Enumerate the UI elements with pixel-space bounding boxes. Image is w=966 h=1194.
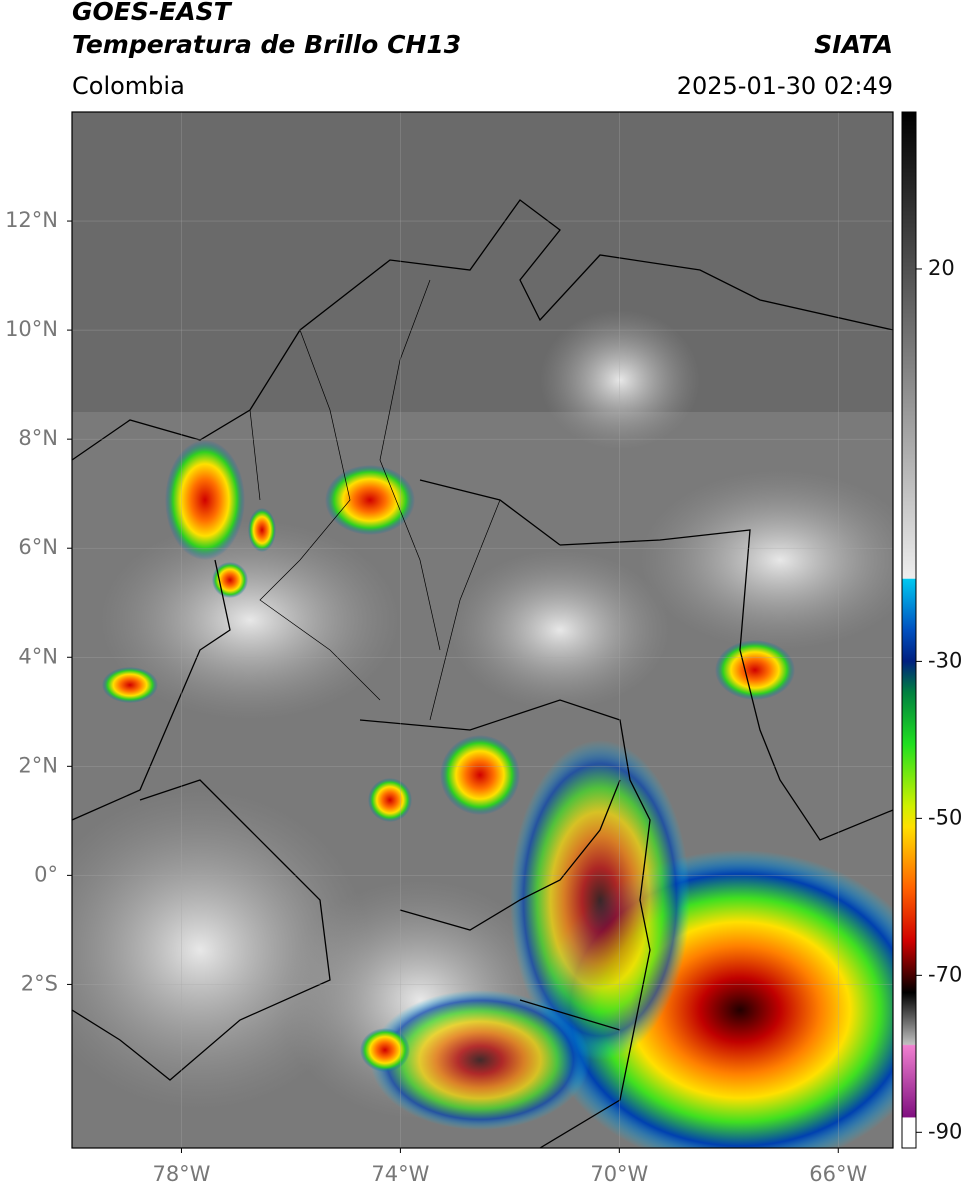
colorbar-tick-label: -90 (928, 1119, 962, 1143)
colorbar-tick-label: -70 (928, 962, 962, 986)
title: GOES-EAST (72, 0, 233, 26)
lon-tick-label: 78°W (152, 1162, 210, 1186)
lon-tick-label: 66°W (809, 1162, 867, 1186)
lat-tick-label: 4°N (18, 644, 58, 668)
lat-tick-label: 12°N (5, 208, 58, 232)
colorbar-tick-label: -50 (928, 805, 962, 829)
map-frame (71, 111, 894, 1149)
lon-tick-label: 70°W (590, 1162, 648, 1186)
datetime: 2025-01-30 02:49 (677, 72, 893, 100)
colorbar (901, 111, 917, 1149)
source: SIATA (814, 30, 893, 59)
lat-tick-label: 8°N (18, 426, 58, 450)
region: Colombia (72, 72, 185, 100)
subtitle: Temperatura de Brillo CH13 (72, 30, 461, 59)
lat-tick-label: 6°N (18, 535, 58, 559)
lat-tick-label: 10°N (5, 317, 58, 341)
graticule (72, 112, 893, 1148)
colorbar-tick-label: -30 (928, 648, 962, 672)
satellite-image (72, 112, 893, 1148)
colorbar-tick-label: 20 (928, 256, 955, 280)
lat-tick-label: 2°S (21, 971, 58, 995)
lat-tick-label: 2°N (18, 753, 58, 777)
lat-tick-label: 0° (34, 862, 58, 886)
lon-tick-label: 74°W (371, 1162, 429, 1186)
